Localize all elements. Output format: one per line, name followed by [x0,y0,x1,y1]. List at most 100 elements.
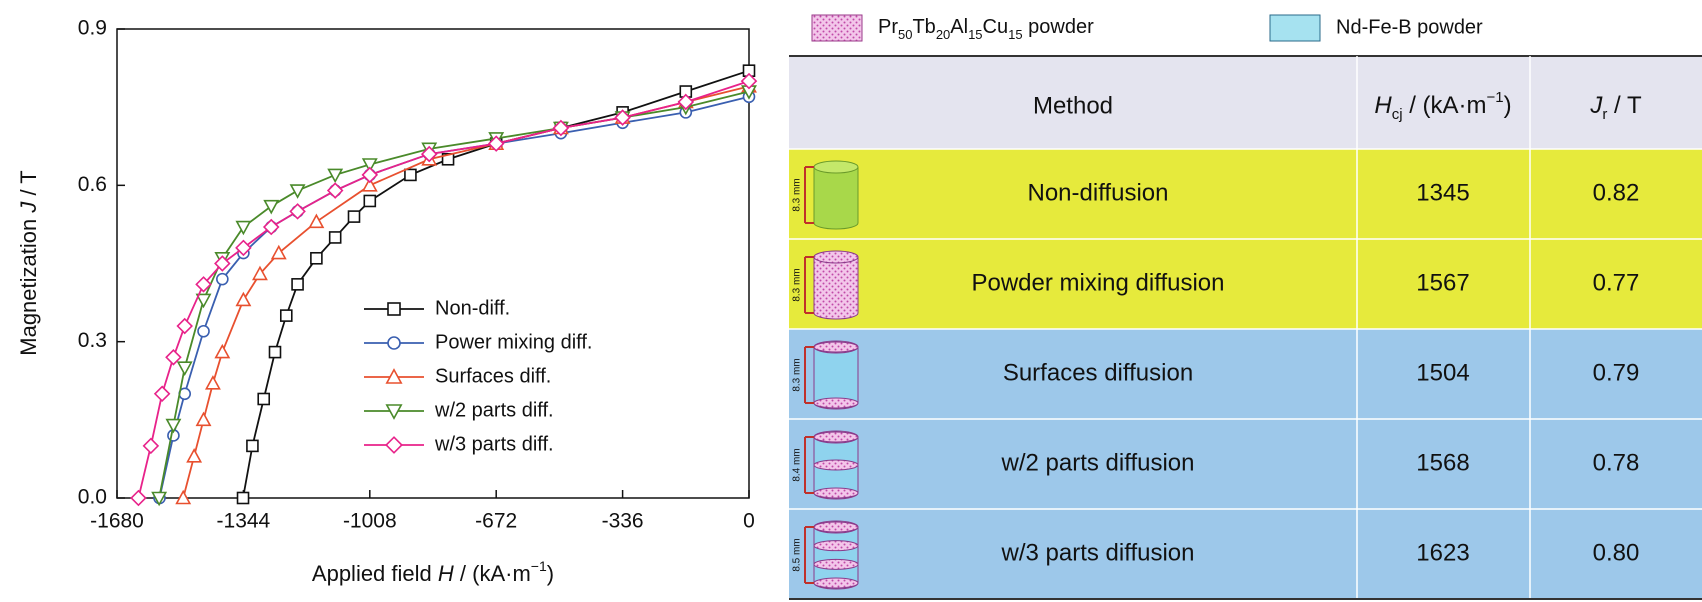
sample-icon: 8.4 mm [792,430,859,500]
marker [310,251,323,265]
table-row [789,329,1702,419]
marker [175,489,192,505]
legend-label: w/2 parts diff. [434,399,554,421]
marker [614,109,631,126]
table-row [789,509,1702,599]
legend-label: w/3 parts diff. [434,433,554,455]
marker [235,291,252,307]
sample-icon: 8.3 mm [792,250,859,320]
header-cell: Jr / T [1589,92,1642,123]
marker [262,218,280,236]
marker [216,272,229,286]
marker [176,317,193,335]
marker [165,418,182,434]
series [130,72,758,507]
marker [130,489,147,507]
marker [246,439,259,453]
marker [268,345,282,359]
marker [176,361,193,376]
marker [195,293,212,309]
cell: 1568 [1416,449,1469,476]
powder-layer [813,341,859,353]
marker [235,220,252,236]
marker [279,309,293,322]
header-cell: Hcj / (kA·m−1) [1374,89,1511,123]
marker [404,168,417,182]
cell: 1345 [1416,179,1469,206]
marker [361,158,378,173]
marker [270,244,287,260]
marker [385,404,403,420]
marker [252,265,268,281]
cylinder-body [813,257,859,320]
y-tick-label: 0.6 [78,173,107,196]
table-header [789,56,1702,149]
cell: Surfaces diffusion [1003,359,1193,386]
marker [361,166,379,184]
marker [257,392,271,406]
marker [441,152,455,166]
marker [328,231,342,244]
marker [385,436,403,454]
legend-label: Surfaces diff. [435,365,551,387]
marker [195,411,212,427]
cell: w/3 parts diffusion [1001,539,1195,566]
powder-layer [813,431,859,443]
marker [142,437,160,455]
marker [186,448,203,463]
marker [197,324,210,338]
scale-label: 8.3 mm [792,268,803,301]
cell: Non-diffusion [1028,179,1169,206]
marker [385,368,403,384]
scale-label: 8.3 mm [792,358,803,391]
x-tick-label: -336 [602,510,644,533]
marker [677,93,695,111]
x-tick-label: -1008 [343,510,397,533]
marker [363,194,377,208]
marker [289,184,306,199]
marker [420,145,438,163]
powder-layer [813,397,859,409]
scale-label: 8.5 mm [792,538,803,571]
sample-icon: 8.3 mm [792,160,859,230]
marker [195,276,212,293]
cell: 1504 [1416,359,1469,386]
marker [327,168,344,184]
table-row [789,239,1702,329]
marker [236,491,250,505]
cell: 1623 [1416,539,1469,566]
y-axis-label: Magnetization J / T [16,170,41,355]
cell: 0.79 [1593,359,1640,386]
cylinder-top [813,250,859,264]
marker [263,199,280,215]
marker [387,302,401,316]
x-tick-label: 0 [743,510,755,533]
y-tick-label: 0.3 [78,329,107,352]
cell: 0.77 [1593,269,1640,296]
y-tick-label: 0.0 [78,486,107,509]
key-label: Pr50Tb20Al15Cu15 powder [878,16,1094,42]
key-label: Nd-Fe-B powder [1336,16,1483,38]
scale-label: 8.3 mm [792,178,803,211]
cylinder-top [813,160,859,174]
key-swatch [1269,14,1321,42]
x-axis-label: Applied field H / (kA·m−1) [312,558,554,586]
marker [361,177,378,192]
cell: w/2 parts diffusion [1001,449,1195,476]
marker [204,375,221,390]
powder-layer [813,558,859,570]
plot-frame [116,28,750,499]
x-tick-label: -672 [475,510,517,533]
marker [347,210,361,223]
cell: Powder mixing diffusion [971,269,1224,296]
powder-layer [813,577,859,589]
marker [487,135,505,152]
marker [291,278,304,291]
cell: 0.80 [1593,539,1640,566]
powder-layer [813,521,859,533]
marker [552,119,570,137]
marker [153,385,171,403]
x-tick-label: -1344 [217,510,271,533]
legend-label: Non-diff. [435,297,510,319]
